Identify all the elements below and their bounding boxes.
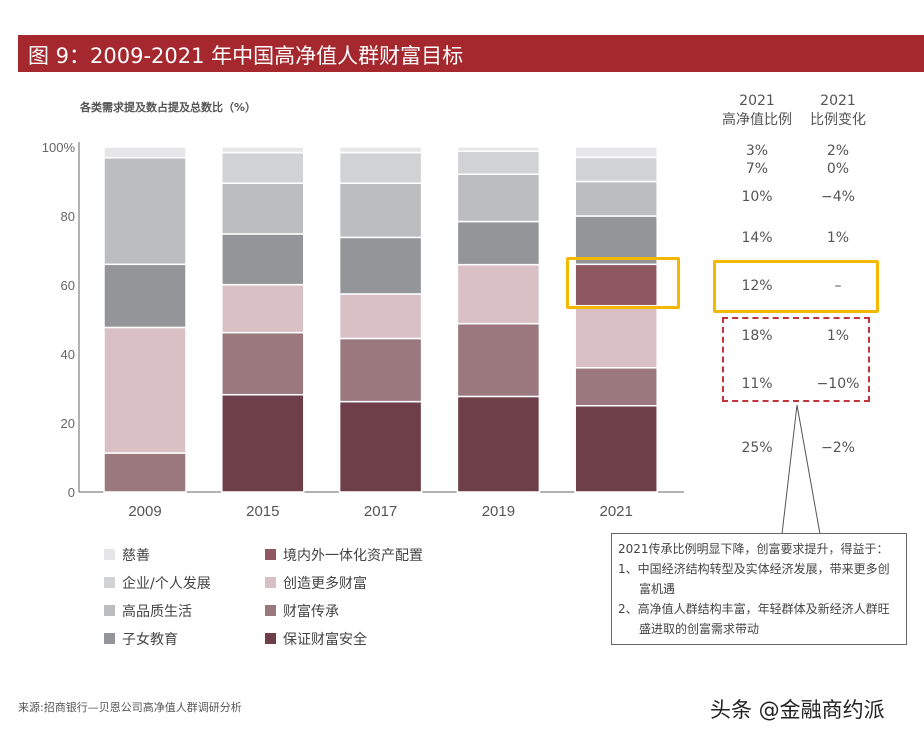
bar-segment-2019-5 [456,173,541,223]
bar-segment-2019-1 [456,322,541,398]
bar-segment-2009-2 [103,326,187,454]
header-year: 2021 [820,93,856,109]
legend-label: 高品质生活 [122,604,192,620]
table-cell-change: 2% [826,143,850,159]
table-cell-share: 12% [741,278,773,294]
legend-swatch [104,549,115,560]
legend-swatch [265,633,276,644]
table-cell-share: 11% [741,376,773,392]
bar-segment-2021-4 [574,215,658,266]
callout-line: 1、中国经济结构转型及实体经济发展，带来更多创 [618,562,890,576]
x-tick-label: 2017 [364,503,397,520]
bar-segment-2015-1 [221,331,305,396]
bar-segment-2015-6 [221,151,305,184]
bar-segment-2021-7 [574,146,658,159]
table-cell-share: 7% [745,161,769,177]
table-header-share: 2021 高净值比例 [717,93,797,129]
callout-line: 盛进取的创富需求带动 [639,622,760,636]
table-cell-change: −4% [821,189,855,205]
table-cell-change: – [834,278,842,294]
legend-label: 子女教育 [122,632,178,648]
legend-label: 财富传承 [283,604,339,620]
header-label: 比例变化 [810,112,866,128]
bar-segment-2009-1 [103,452,187,493]
table-cell-change: 1% [826,328,850,344]
legend-swatch [104,605,115,616]
bar-segment-2019-0 [456,395,541,493]
callout-line: 富机遇 [639,582,676,596]
table-cell-change: 0% [826,161,850,177]
table-header-change: 2021 比例变化 [798,93,878,129]
bar-segment-2021-0 [574,405,658,493]
bar-segment-2017-6 [338,151,423,184]
bar-segment-2019-2 [456,263,541,325]
table-cell-change: −10% [816,376,860,392]
y-tick-label: 40 [61,347,75,362]
table-cell-share: 18% [741,328,773,344]
bar-segment-2015-7 [221,146,305,154]
callout-line: 2021传承比例明显下降，创富要求提升，得益于： [618,542,889,556]
table-cell-share: 10% [741,189,773,205]
y-tick-label: 60 [61,278,75,293]
table-cell-share: 14% [741,230,773,246]
table-cell-share: 25% [741,440,773,456]
legend-label: 保证财富安全 [283,632,367,648]
bar-segment-2015-4 [221,233,305,286]
bar-segment-2021-5 [574,180,658,217]
legend-swatch [104,577,115,588]
figure-header: 图 9：2009-2021 年中国高净值人群财富目标 [18,35,924,72]
highlight-box-table [713,260,879,313]
table-cell-change: −2% [821,440,855,456]
y-tick-label: 20 [61,416,75,431]
bar-segment-2009-5 [103,156,187,266]
x-tick-label: 2009 [128,503,161,520]
x-tick-label: 2015 [246,503,279,520]
bar-segment-2017-7 [338,146,423,154]
table-cell-share: 3% [745,143,769,159]
bar-segment-2017-5 [338,182,423,239]
bar-segment-2017-1 [338,337,423,403]
chart-title: 各类需求提及数占提及总数比（%） [80,101,257,114]
table-cell-change: 1% [826,230,850,246]
bar-segment-2015-2 [221,283,305,334]
bar-segment-2019-7 [456,146,541,152]
figure-title: 图 9：2009-2021 年中国高净值人群财富目标 [28,44,464,68]
bar-segment-2017-4 [338,236,423,295]
bar-segment-2009-7 [103,146,187,159]
legend-label: 创造更多财富 [283,576,367,592]
y-tick-label: 100% [42,140,76,155]
callout-note: 2021传承比例明显下降，创富要求提升，得益于： 1、中国经济结构转型及实体经济… [611,533,907,645]
bar-segment-2021-2 [574,304,658,369]
legend-label: 慈善 [122,548,150,564]
dashed-box-table [722,317,870,402]
highlight-box-bar [566,257,680,309]
y-tick-label: 0 [68,485,75,500]
bar-segment-2009-4 [103,263,187,329]
bar-segment-2021-6 [574,156,658,183]
legend-label: 境内外一体化资产配置 [283,548,423,564]
legend-label: 企业/个人发展 [122,576,211,592]
callout-line: 2、高净值人群结构丰富，年轻群体及新经济人群旺 [618,602,890,616]
y-tick-label: 80 [61,209,75,224]
x-tick-label: 2021 [600,503,633,520]
header-year: 2021 [739,93,775,109]
bar-segment-2017-0 [338,400,423,493]
bar-segment-2015-0 [221,393,305,493]
legend-swatch [265,549,276,560]
legend-swatch [265,577,276,588]
watermark: 头条 @金融商约派 [710,698,885,722]
legend-swatch [265,605,276,616]
bar-segment-2017-2 [338,293,423,340]
legend-swatch [104,633,115,644]
header-label: 高净值比例 [722,112,792,128]
source-note: 来源:招商银行—贝恩公司高净值人群调研分析 [18,701,242,714]
x-tick-label: 2019 [482,503,515,520]
